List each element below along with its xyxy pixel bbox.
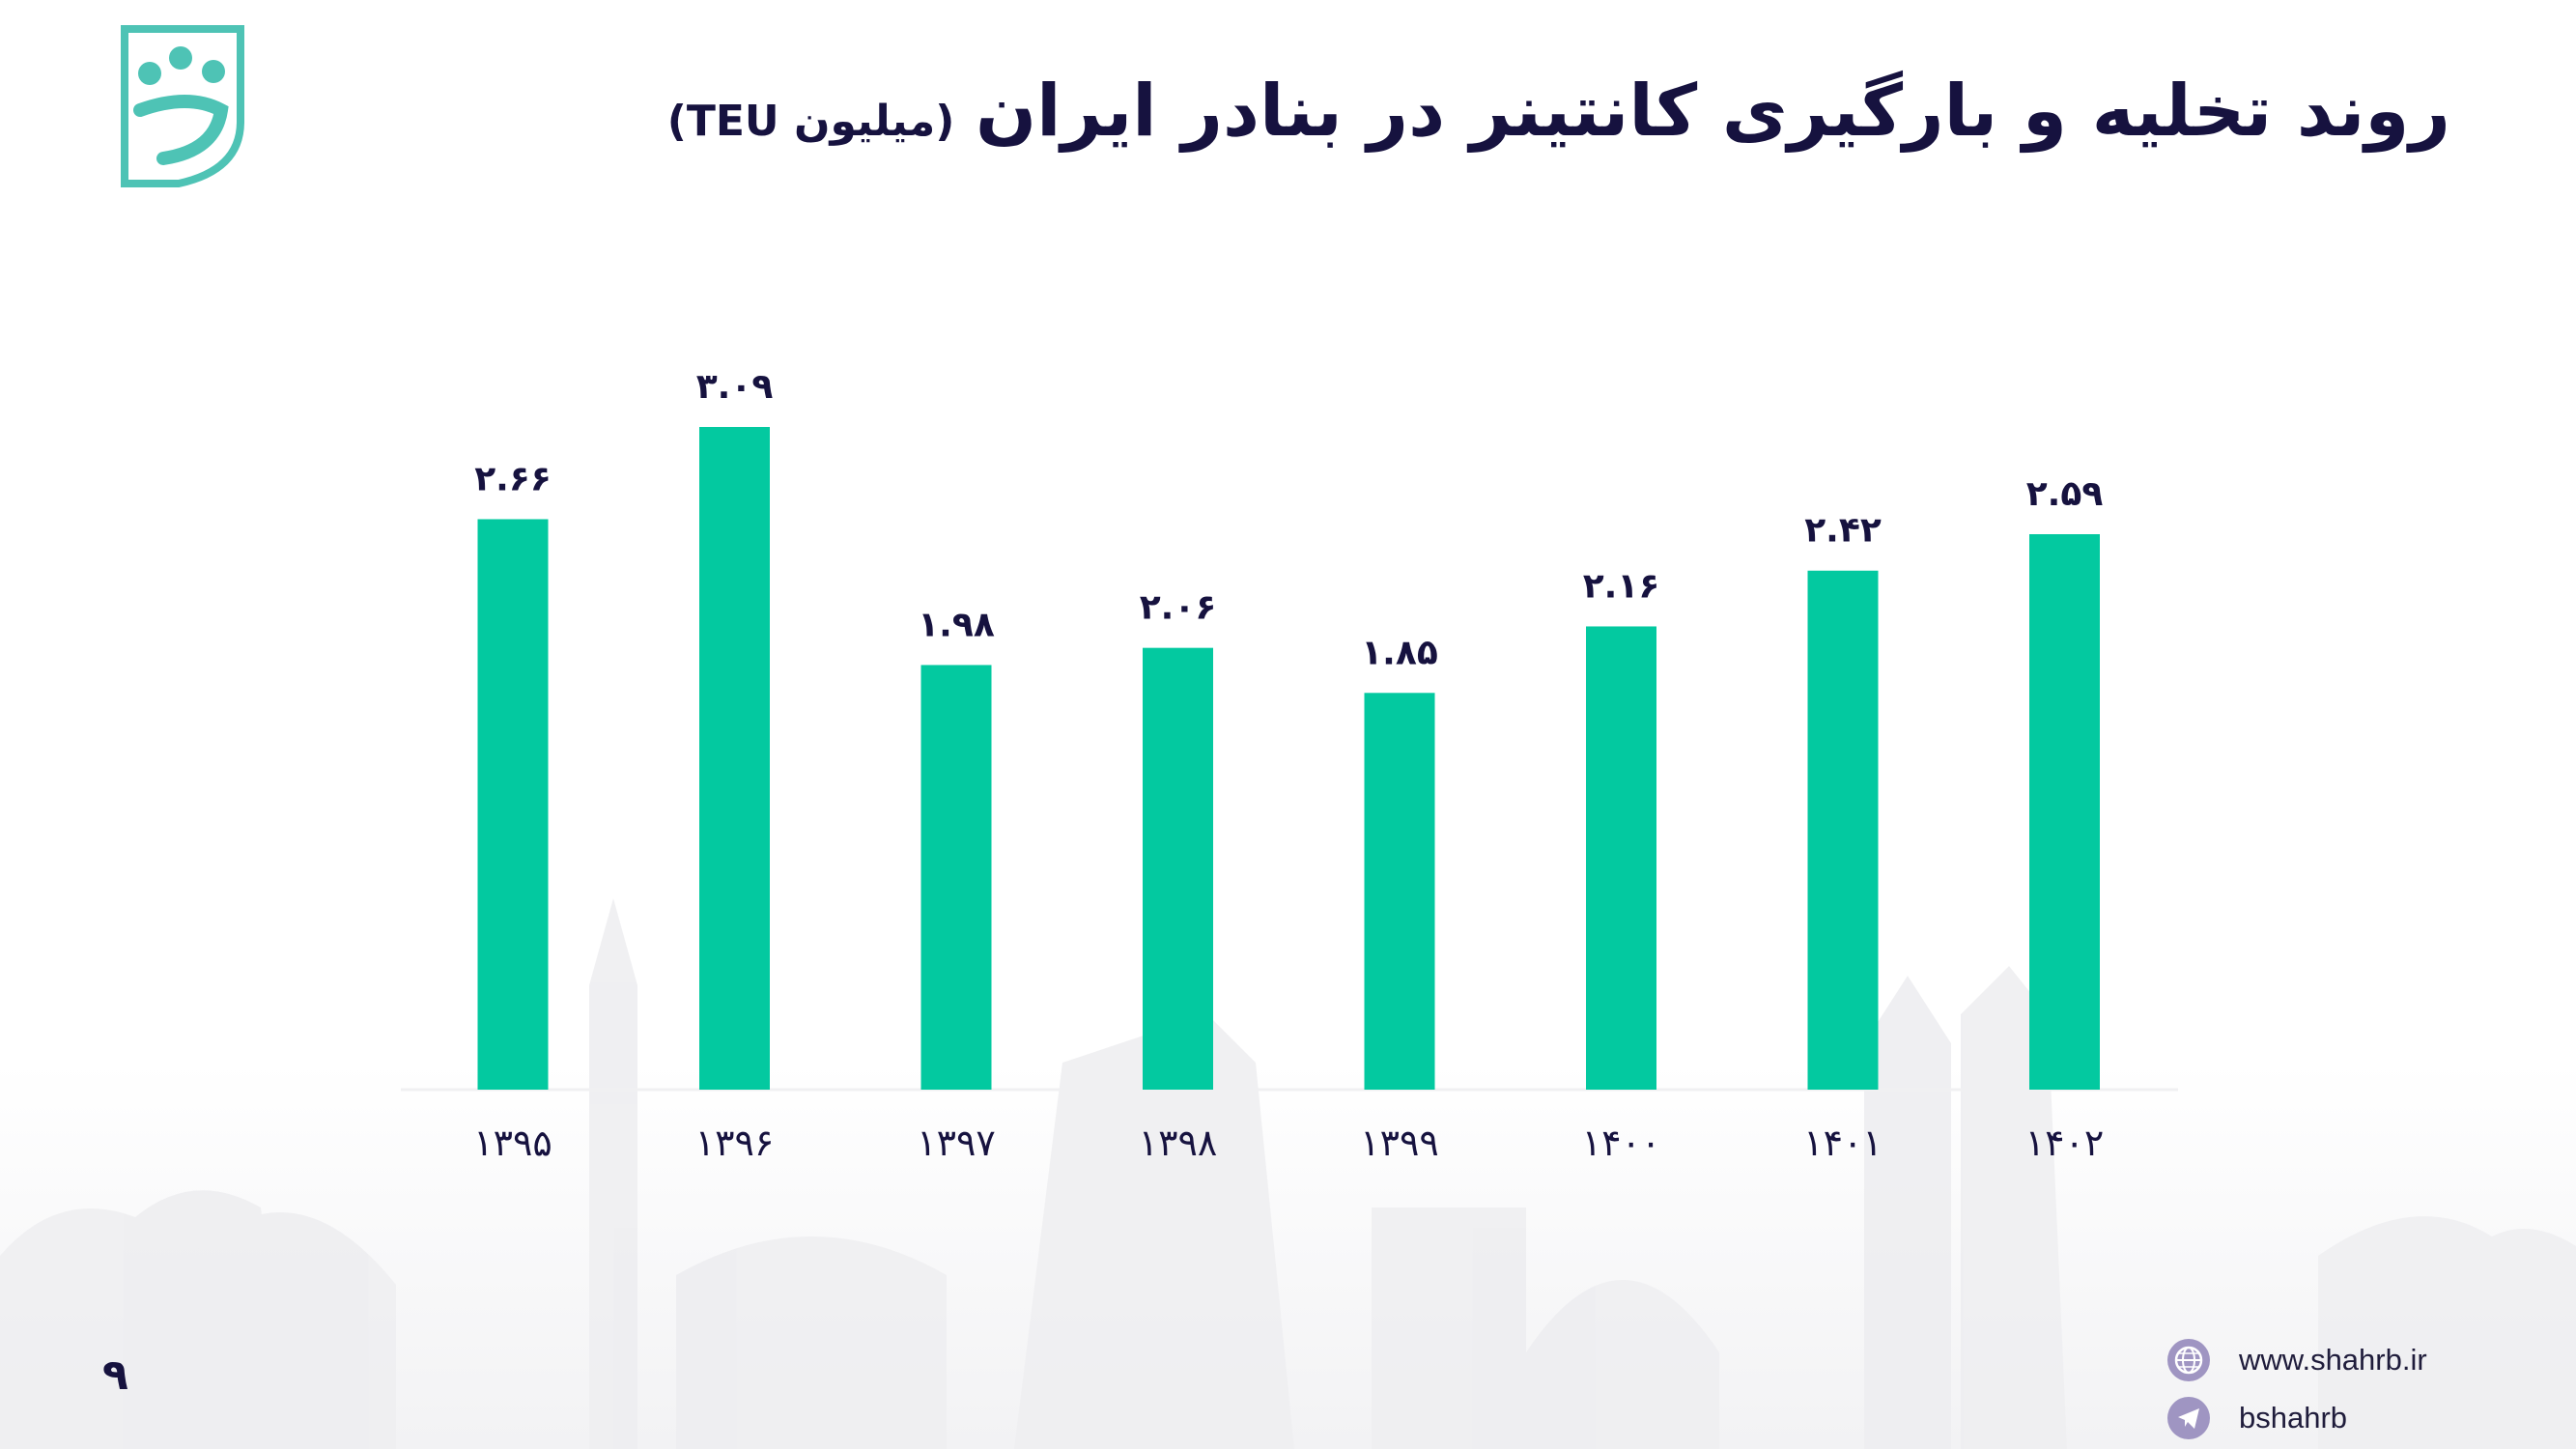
telegram-icon [2167, 1397, 2210, 1439]
bar-7 [2029, 534, 2100, 1090]
x-tick-label-2: ۱۳۹۷ [917, 1122, 996, 1164]
x-tick-label-7: ۱۴۰۲ [2025, 1122, 2105, 1164]
bar-2 [920, 665, 992, 1090]
x-tick-label-4: ۱۳۹۹ [1360, 1122, 1439, 1164]
bar-6 [1807, 570, 1879, 1090]
value-label-2: ۱.۹۸ [918, 605, 995, 644]
x-tick-label-1: ۱۳۹۶ [695, 1122, 775, 1164]
title-main: روند تخلیه و بارگیری کانتینر در بنادر ای… [975, 70, 2450, 153]
value-label-4: ۱.۸۵ [1361, 633, 1438, 672]
bar-0 [477, 519, 549, 1090]
brand-logo [121, 25, 244, 187]
bar-1 [699, 427, 770, 1090]
bar-3 [1143, 647, 1213, 1090]
value-label-6: ۲.۴۲ [1804, 511, 1882, 551]
telegram-contact[interactable]: bshahrb [2167, 1393, 2347, 1443]
value-label-3: ۲.۰۶ [1140, 588, 1217, 628]
page-number: ۹ [102, 1350, 128, 1400]
website-contact[interactable]: www.shahrb.ir [2167, 1335, 2427, 1385]
value-label-1: ۳.۰۹ [696, 367, 774, 407]
bar-4 [1364, 693, 1435, 1090]
title-unit: (میلیون TEU) [666, 97, 955, 146]
bar-5 [1586, 626, 1656, 1090]
value-label-0: ۲.۶۶ [474, 459, 552, 498]
x-tick-label-6: ۱۴۰۱ [1803, 1122, 1882, 1164]
value-label-7: ۲.۵۹ [2026, 474, 2104, 514]
globe-icon [2167, 1339, 2210, 1381]
x-tick-label-3: ۱۳۹۸ [1139, 1122, 1218, 1164]
value-label-5: ۲.۱۶ [1583, 566, 1660, 606]
telegram-handle[interactable]: bshahrb [2239, 1401, 2348, 1435]
x-tick-label-5: ۱۴۰۰ [1582, 1122, 1661, 1164]
page-title: روند تخلیه و بارگیری کانتینر در بنادر ای… [667, 70, 2450, 153]
x-tick-label-0: ۱۳۹۵ [473, 1122, 552, 1164]
website-link[interactable]: www.shahrb.ir [2239, 1343, 2427, 1377]
